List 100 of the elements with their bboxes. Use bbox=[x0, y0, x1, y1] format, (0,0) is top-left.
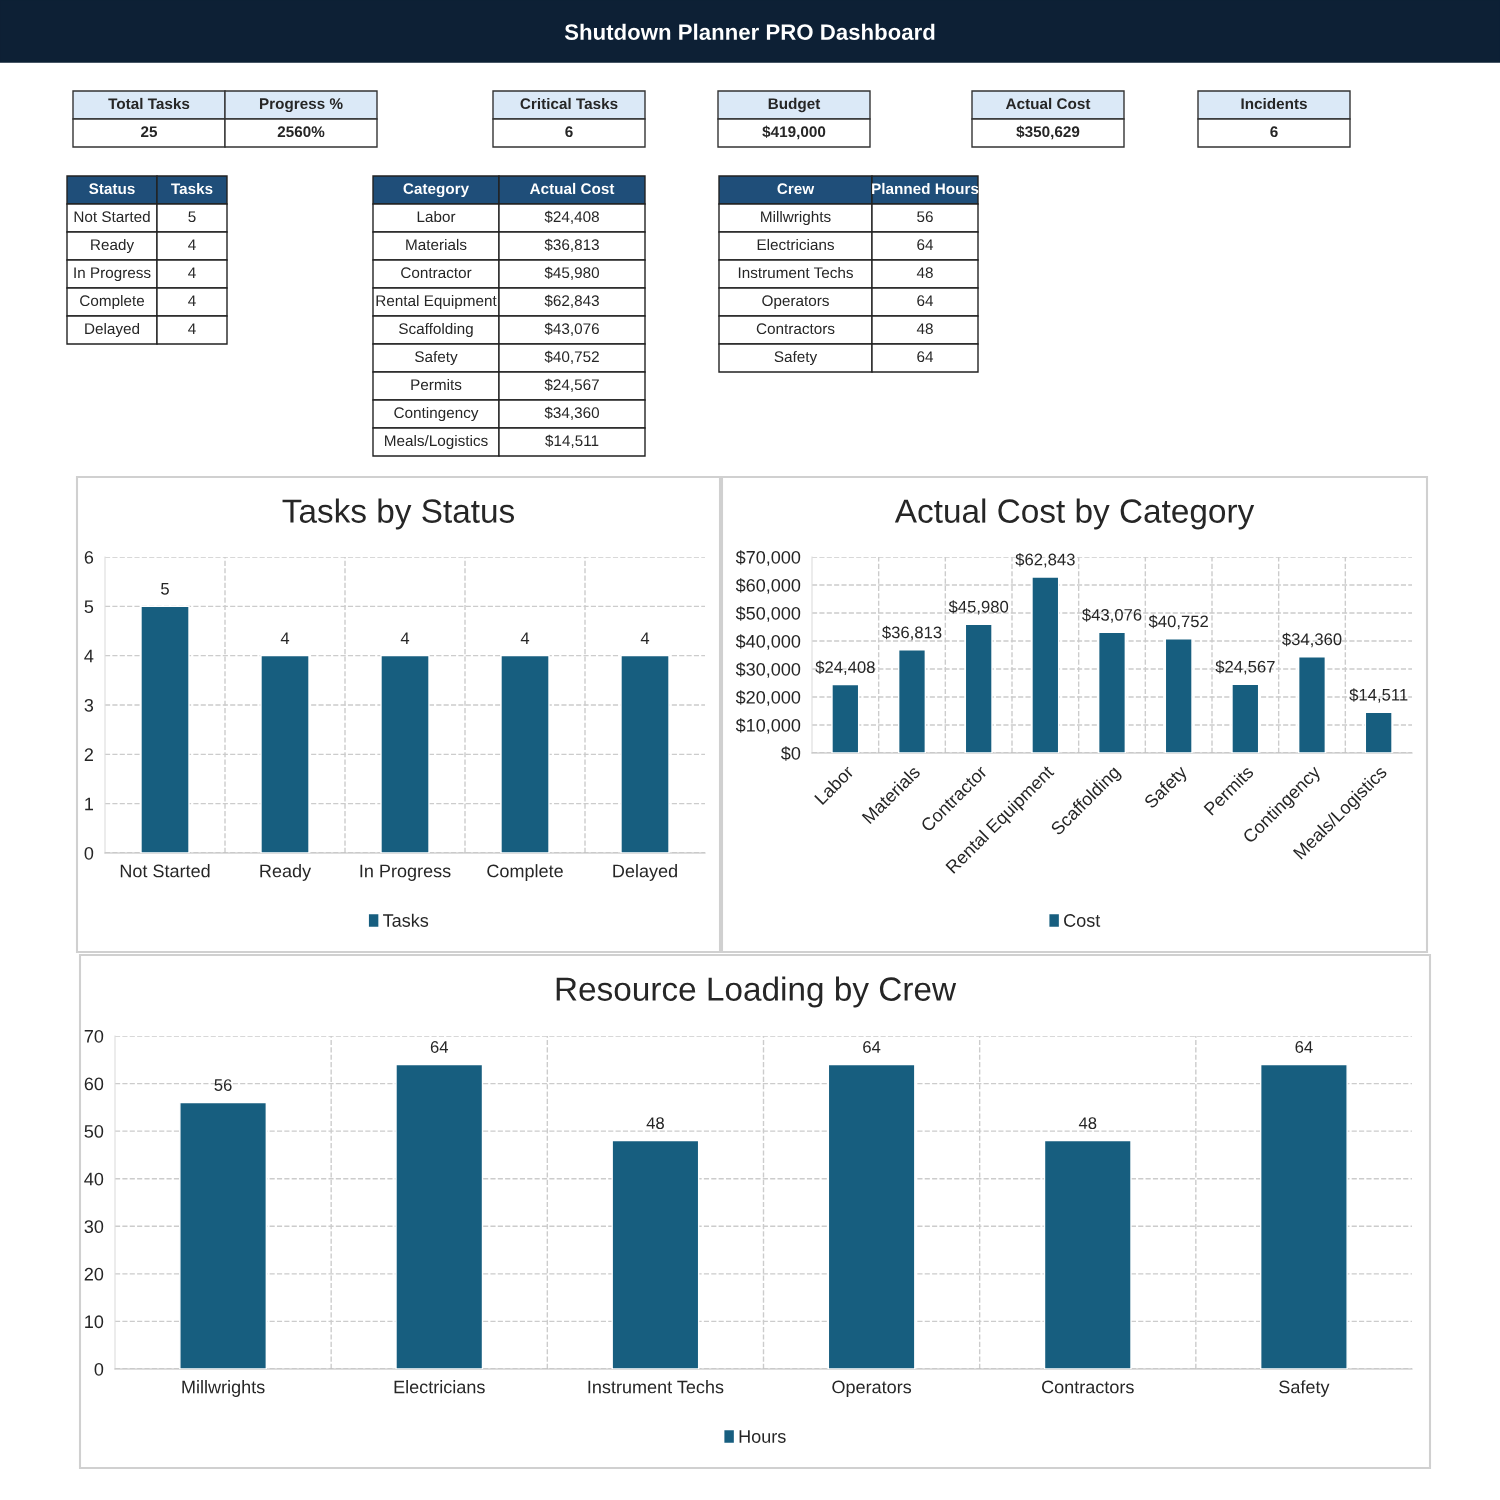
data-label: 64 bbox=[1295, 1041, 1313, 1053]
data-label: $62,843 bbox=[1015, 552, 1075, 568]
data-label: 56 bbox=[917, 211, 933, 223]
y-tick-label: 50 bbox=[84, 1125, 104, 1138]
data-label: 5 bbox=[188, 211, 196, 223]
y-tick-label: 0 bbox=[94, 1362, 104, 1376]
category-label: Materials bbox=[406, 238, 467, 251]
bar bbox=[1031, 576, 1060, 753]
y-tick-label: 3 bbox=[84, 698, 94, 712]
bar bbox=[827, 1063, 916, 1369]
chart-title: Resource Loading by Crew bbox=[556, 976, 957, 1008]
category-label: Contingency bbox=[394, 406, 479, 422]
y-tick-label: $40,000 bbox=[735, 634, 801, 650]
text: $62,843 bbox=[544, 294, 599, 308]
x-tick-label: Contractors bbox=[1042, 1380, 1134, 1394]
data-label: 4 bbox=[520, 632, 530, 644]
text: Tasks bbox=[171, 182, 213, 195]
data-label: 64 bbox=[917, 295, 934, 307]
data-label: 4 bbox=[640, 632, 650, 644]
data-label: 4 bbox=[188, 267, 196, 278]
category-label: Contractors bbox=[756, 323, 835, 335]
legend-label: Hours bbox=[739, 1430, 786, 1443]
bar bbox=[1231, 683, 1260, 753]
x-tick-label: Delayed bbox=[613, 864, 677, 881]
y-tick-label: 60 bbox=[84, 1077, 104, 1091]
category-label: Incidents bbox=[1241, 97, 1307, 110]
category-label: Electricians bbox=[757, 238, 835, 251]
text: $36,813 bbox=[544, 238, 599, 252]
category-label: Total Tasks bbox=[108, 97, 190, 110]
bar bbox=[1364, 711, 1393, 753]
category-label: Safety bbox=[774, 350, 818, 366]
bar bbox=[964, 623, 993, 753]
text: Actual Cost bbox=[529, 182, 615, 195]
text: Planned Hours bbox=[872, 182, 979, 195]
bar bbox=[611, 1139, 700, 1369]
data-label: $34,360 bbox=[1282, 632, 1342, 648]
chart-title: Tasks by Status bbox=[282, 498, 515, 530]
x-tick-label: Operators bbox=[832, 1380, 912, 1397]
category-label: Rental Equipment bbox=[376, 294, 497, 310]
y-tick-label: $70,000 bbox=[735, 550, 801, 566]
text: Shutdown Planner PRO Dashboard bbox=[564, 23, 935, 40]
data-label: 48 bbox=[916, 267, 933, 279]
category-label: Critical Tasks bbox=[520, 97, 618, 110]
category-label: Ready bbox=[91, 238, 135, 254]
data-label: 48 bbox=[916, 323, 933, 335]
data-label: $43,076 bbox=[1082, 608, 1142, 623]
category-label: In Progress bbox=[74, 267, 151, 282]
data-label: 64 bbox=[917, 239, 934, 251]
category-label: Safety bbox=[415, 350, 458, 366]
y-tick-label: 70 bbox=[84, 1029, 104, 1043]
text: 25 bbox=[141, 126, 158, 138]
text: Status bbox=[89, 183, 135, 195]
data-label: $40,752 bbox=[1148, 614, 1208, 630]
y-tick-label: 2 bbox=[84, 748, 93, 761]
category-label: Complete bbox=[80, 294, 145, 310]
text: $45,980 bbox=[544, 266, 600, 280]
data-label: 4 bbox=[188, 295, 196, 306]
bar bbox=[1164, 638, 1193, 753]
legend-label: Cost bbox=[1064, 914, 1101, 927]
bar bbox=[395, 1063, 484, 1369]
bar bbox=[1297, 656, 1327, 753]
text: Crew bbox=[777, 183, 815, 195]
chart-title: Actual Cost by Category bbox=[894, 498, 1255, 530]
bar bbox=[897, 649, 927, 753]
text: $419,000 bbox=[762, 125, 826, 140]
category-label: Operators bbox=[762, 295, 829, 310]
data-label: $24,408 bbox=[815, 660, 875, 675]
data-label: 48 bbox=[646, 1117, 664, 1130]
y-tick-label: $60,000 bbox=[735, 578, 801, 594]
category-label: Instrument Techs bbox=[738, 266, 853, 279]
data-label: 56 bbox=[214, 1079, 232, 1091]
data-label: 5 bbox=[161, 583, 169, 595]
y-tick-label: 6 bbox=[84, 550, 94, 564]
data-label: 4 bbox=[188, 239, 196, 250]
data-label: 64 bbox=[917, 351, 934, 363]
bar bbox=[1043, 1139, 1132, 1369]
x-tick-label: Complete bbox=[487, 864, 563, 881]
text: $43,076 bbox=[544, 322, 599, 336]
y-tick-label: $10,000 bbox=[735, 718, 801, 734]
y-tick-label: 5 bbox=[84, 600, 94, 614]
text: $34,360 bbox=[544, 406, 600, 420]
data-label: $24,567 bbox=[1215, 660, 1275, 675]
y-tick-label: $30,000 bbox=[735, 662, 801, 678]
x-tick-label: Not Started bbox=[120, 864, 210, 878]
category-label: Contractor bbox=[401, 267, 472, 279]
y-tick-label: 20 bbox=[84, 1267, 104, 1281]
text: 6 bbox=[565, 126, 573, 138]
bar bbox=[179, 1101, 268, 1369]
category-label: Scaffolding bbox=[399, 322, 473, 338]
data-label: $36,813 bbox=[882, 625, 942, 641]
x-tick-label: Instrument Techs bbox=[588, 1380, 724, 1394]
category-label: Millwrights bbox=[761, 210, 831, 226]
y-tick-label: $50,000 bbox=[735, 606, 801, 622]
data-label: 64 bbox=[863, 1041, 881, 1053]
y-tick-label: 40 bbox=[84, 1172, 104, 1186]
data-label: 48 bbox=[1078, 1117, 1097, 1130]
data-label: 4 bbox=[188, 323, 196, 334]
data-label: 64 bbox=[430, 1041, 449, 1053]
legend-label: Tasks bbox=[383, 913, 429, 927]
category-label: Delayed bbox=[85, 322, 140, 338]
